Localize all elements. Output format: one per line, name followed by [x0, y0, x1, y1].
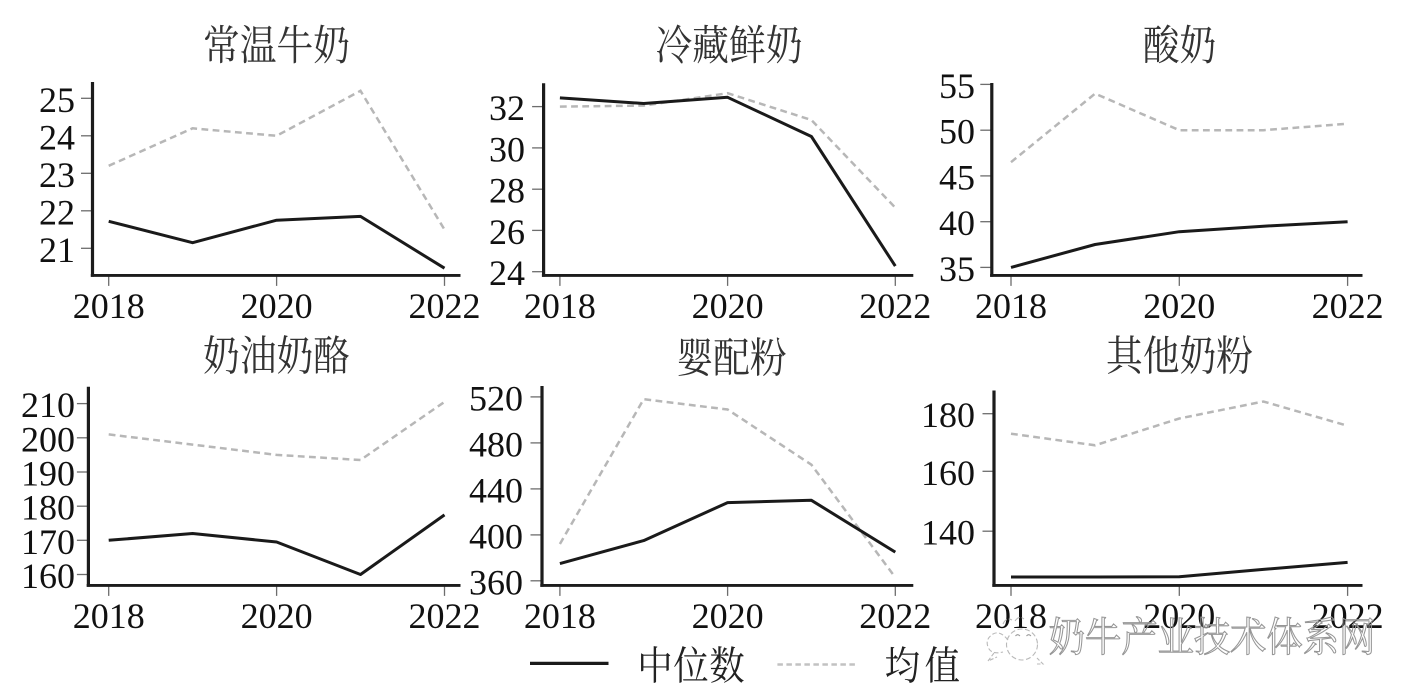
svg-text:30: 30	[489, 129, 525, 169]
svg-text:21: 21	[39, 230, 75, 270]
svg-text:440: 440	[469, 470, 523, 510]
svg-text:35: 35	[939, 249, 975, 289]
svg-text:2020: 2020	[692, 286, 764, 326]
svg-text:140: 140	[921, 513, 975, 553]
svg-text:2020: 2020	[692, 596, 764, 636]
svg-text:400: 400	[469, 516, 523, 556]
svg-text:24: 24	[489, 253, 525, 293]
svg-text:2022: 2022	[409, 596, 481, 636]
svg-text:25: 25	[39, 80, 75, 120]
svg-text:2018: 2018	[524, 596, 596, 636]
svg-text:26: 26	[489, 212, 525, 252]
svg-text:2018: 2018	[73, 596, 145, 636]
svg-text:2020: 2020	[1143, 286, 1215, 326]
svg-text:200: 200	[21, 419, 75, 459]
svg-text:2020: 2020	[241, 286, 313, 326]
svg-text:520: 520	[469, 378, 523, 418]
svg-text:190: 190	[21, 454, 75, 494]
svg-text:40: 40	[939, 203, 975, 243]
svg-text:45: 45	[939, 157, 975, 197]
svg-text:480: 480	[469, 424, 523, 464]
svg-text:2022: 2022	[859, 596, 931, 636]
svg-text:28: 28	[489, 171, 525, 211]
svg-text:2018: 2018	[73, 286, 145, 326]
svg-text:2018: 2018	[975, 596, 1047, 636]
svg-text:180: 180	[21, 488, 75, 528]
svg-text:2018: 2018	[975, 286, 1047, 326]
svg-text:22: 22	[39, 192, 75, 232]
svg-text:160: 160	[921, 453, 975, 493]
svg-text:2022: 2022	[1312, 596, 1384, 636]
svg-text:2022: 2022	[859, 286, 931, 326]
svg-text:2018: 2018	[524, 286, 596, 326]
svg-text:180: 180	[921, 395, 975, 435]
svg-text:170: 170	[21, 522, 75, 562]
svg-text:55: 55	[939, 66, 975, 106]
svg-text:2022: 2022	[1312, 286, 1384, 326]
svg-text:210: 210	[21, 385, 75, 425]
svg-text:160: 160	[21, 556, 75, 596]
svg-text:24: 24	[39, 117, 75, 157]
svg-text:360: 360	[469, 562, 523, 602]
svg-text:32: 32	[489, 88, 525, 128]
svg-text:23: 23	[39, 155, 75, 195]
svg-text:2020: 2020	[241, 596, 313, 636]
svg-text:50: 50	[939, 112, 975, 152]
svg-text:2022: 2022	[409, 286, 481, 326]
